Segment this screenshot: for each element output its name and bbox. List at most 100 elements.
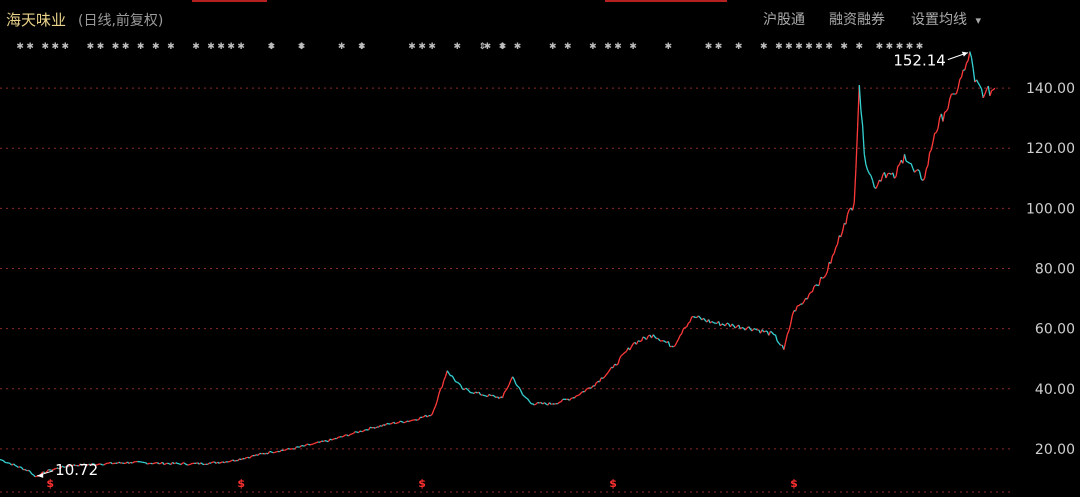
price-segment (269, 450, 272, 453)
event-marker[interactable]: ✱ (16, 42, 24, 52)
price-segment (914, 170, 917, 173)
event-marker[interactable]: ✱ (916, 42, 924, 52)
event-marker[interactable]: ✱ (629, 42, 637, 52)
event-marker[interactable]: ✱ (52, 42, 60, 52)
event-marker[interactable]: ✱ (886, 42, 894, 52)
event-marker[interactable]: ✱ (358, 42, 366, 52)
price-segment (518, 387, 522, 392)
price-segment (24, 468, 28, 472)
event-marker[interactable]: ⇕ (479, 42, 487, 52)
event-marker[interactable]: ✱ (840, 42, 848, 52)
event-marker[interactable]: ⇕ (499, 42, 507, 52)
dividend-marker[interactable]: $ (790, 477, 798, 490)
price-segment (836, 235, 840, 245)
price-segment (165, 462, 168, 465)
price-segment (324, 439, 327, 442)
price-segment (808, 291, 812, 295)
event-marker[interactable]: ✱ (499, 42, 507, 52)
price-segment (918, 171, 922, 180)
event-marker[interactable]: ✱ (665, 42, 673, 52)
stock-name[interactable]: 海天味业 (6, 11, 67, 29)
event-marker[interactable]: ✱ (268, 42, 276, 52)
event-marker[interactable]: ✱ (906, 42, 914, 52)
event-marker[interactable]: ✱ (41, 42, 49, 52)
event-marker[interactable]: ⇕ (268, 42, 276, 52)
price-segment (731, 323, 735, 327)
event-marker[interactable]: ✱ (760, 42, 768, 52)
event-marker[interactable]: ✱ (454, 42, 462, 52)
hsgt-button[interactable]: 沪股通 (763, 12, 805, 28)
price-segment (923, 168, 927, 179)
dividend-marker[interactable]: $ (418, 477, 426, 490)
event-marker[interactable]: ✱ (97, 42, 105, 52)
event-marker[interactable]: ✱ (137, 42, 145, 52)
dividend-marker[interactable]: $ (609, 477, 617, 490)
price-segment (889, 172, 892, 175)
event-marker[interactable]: ✱ (428, 42, 436, 52)
event-marker[interactable]: ✱ (856, 42, 864, 52)
price-segment (853, 168, 857, 203)
event-marker[interactable]: ✱ (227, 42, 235, 52)
price-segment (232, 459, 235, 462)
event-marker[interactable]: ✱ (207, 42, 215, 52)
event-marker[interactable]: ✱ (514, 42, 522, 52)
price-segment (929, 149, 932, 153)
event-marker[interactable]: ✱ (484, 42, 492, 52)
price-segment (222, 461, 225, 464)
price-segment (609, 366, 612, 371)
price-segment (681, 328, 685, 334)
event-marker[interactable]: ✱ (896, 42, 904, 52)
price-segment (367, 426, 371, 431)
price-segment (770, 330, 773, 334)
event-marker[interactable]: ✱ (604, 42, 612, 52)
price-segment (595, 380, 599, 384)
event-marker[interactable]: ⇕ (358, 42, 366, 52)
event-marker[interactable]: ✱ (785, 42, 793, 52)
chevron-down-icon: ▾ (975, 14, 981, 27)
price-segment (31, 473, 34, 476)
ma-settings-button[interactable]: 设置均线 ▾ (911, 9, 981, 29)
event-marker[interactable]: ✱ (112, 42, 120, 52)
event-marker[interactable]: ✱ (62, 42, 70, 52)
event-marker[interactable]: ✱ (408, 42, 416, 52)
event-marker[interactable]: ✱ (122, 42, 130, 52)
event-marker[interactable]: ✱ (237, 42, 245, 52)
margin-trading-button[interactable]: 融资融券 (829, 12, 885, 28)
event-marker[interactable]: ✱ (825, 42, 833, 52)
event-marker[interactable]: ✱ (217, 42, 225, 52)
event-marker[interactable]: ✱ (815, 42, 823, 52)
price-segment (980, 88, 984, 98)
event-marker[interactable]: ✱ (705, 42, 713, 52)
price-segment (29, 471, 33, 475)
event-marker[interactable]: ✱ (589, 42, 597, 52)
event-marker[interactable]: ✱ (87, 42, 95, 52)
event-marker[interactable]: ✱ (614, 42, 622, 52)
price-segment (640, 336, 644, 342)
price-segment (783, 342, 787, 350)
event-marker[interactable]: ⇕ (298, 42, 306, 52)
event-marker[interactable]: ✱ (192, 42, 200, 52)
event-marker[interactable]: ✱ (152, 42, 160, 52)
event-marker[interactable]: ✱ (564, 42, 572, 52)
event-marker[interactable]: ✱ (775, 42, 783, 52)
event-marker[interactable]: ✱ (418, 42, 426, 52)
price-segment (224, 461, 227, 464)
price-segment (945, 108, 949, 112)
price-segment (71, 464, 75, 467)
event-marker[interactable]: ✱ (338, 42, 346, 52)
event-marker[interactable]: ✱ (167, 42, 175, 52)
event-marker[interactable]: ✱ (26, 42, 34, 52)
event-marker[interactable]: ✱ (876, 42, 884, 52)
event-marker[interactable]: ✱ (805, 42, 813, 52)
event-marker[interactable]: ✱ (795, 42, 803, 52)
event-marker[interactable]: ✱ (549, 42, 557, 52)
dividend-marker[interactable]: $ (46, 477, 54, 490)
event-marker[interactable]: ✱ (735, 42, 743, 52)
event-marker[interactable]: ✱ (715, 42, 723, 52)
dividend-markers: $ $ $ $ $ (46, 477, 797, 490)
price-segment (686, 322, 690, 328)
event-marker[interactable]: ✱ (298, 42, 306, 52)
dividend-marker[interactable]: $ (237, 477, 245, 490)
price-segment (276, 450, 279, 453)
